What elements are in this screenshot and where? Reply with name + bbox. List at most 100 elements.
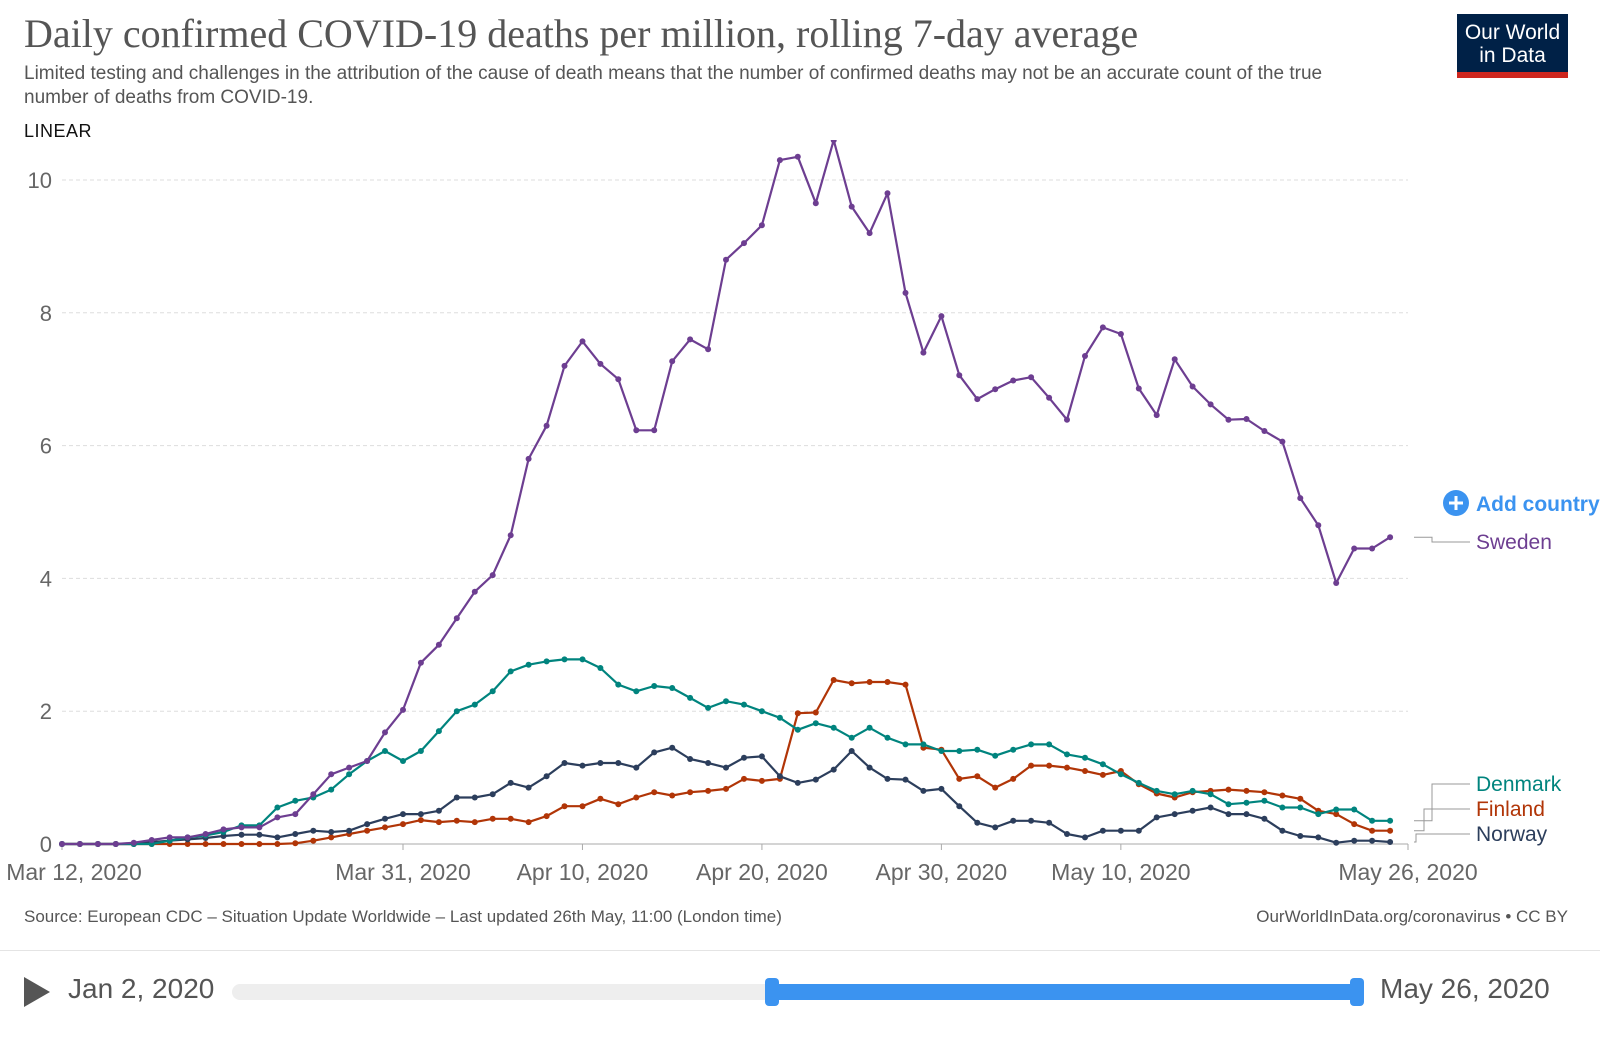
data-point[interactable]	[669, 358, 676, 365]
data-point[interactable]	[1297, 833, 1304, 839]
data-point[interactable]	[489, 815, 496, 822]
data-point[interactable]	[1171, 791, 1178, 798]
data-point[interactable]	[543, 773, 550, 780]
data-point[interactable]	[1207, 401, 1214, 408]
data-point[interactable]	[687, 336, 694, 343]
data-point[interactable]	[417, 811, 424, 818]
data-point[interactable]	[1297, 495, 1304, 502]
data-point[interactable]	[1279, 804, 1286, 811]
timeline-start-handle[interactable]	[765, 978, 779, 1006]
data-point[interactable]	[1369, 545, 1376, 552]
data-point[interactable]	[1099, 827, 1106, 834]
data-point[interactable]	[974, 396, 981, 403]
data-point[interactable]	[1369, 837, 1376, 844]
data-point[interactable]	[1261, 815, 1268, 822]
data-point[interactable]	[525, 784, 532, 791]
data-point[interactable]	[956, 775, 963, 782]
data-point[interactable]	[776, 773, 783, 780]
data-point[interactable]	[166, 834, 173, 841]
data-point[interactable]	[597, 760, 604, 766]
data-point[interactable]	[1064, 416, 1070, 423]
data-point[interactable]	[1064, 764, 1070, 771]
data-point[interactable]	[633, 427, 640, 434]
data-point[interactable]	[1010, 377, 1017, 384]
data-point[interactable]	[1082, 768, 1088, 774]
data-point[interactable]	[292, 831, 299, 837]
timeline-selected-range[interactable]	[772, 984, 1358, 1000]
data-point[interactable]	[938, 313, 945, 320]
data-point[interactable]	[1225, 786, 1232, 793]
data-point[interactable]	[812, 709, 819, 716]
series-label-finland[interactable]: Finland	[1476, 798, 1545, 821]
data-point[interactable]	[507, 668, 514, 675]
data-point[interactable]	[256, 841, 263, 847]
data-point[interactable]	[938, 785, 945, 792]
data-point[interactable]	[130, 839, 137, 846]
data-point[interactable]	[974, 819, 981, 826]
data-point[interactable]	[94, 841, 101, 847]
data-point[interactable]	[633, 794, 640, 801]
data-point[interactable]	[292, 811, 299, 818]
data-point[interactable]	[202, 831, 209, 837]
data-point[interactable]	[364, 827, 371, 834]
data-point[interactable]	[543, 658, 550, 665]
data-point[interactable]	[310, 791, 317, 798]
data-point[interactable]	[543, 813, 550, 820]
data-point[interactable]	[274, 834, 281, 841]
data-point[interactable]	[651, 749, 658, 756]
data-point[interactable]	[202, 841, 209, 847]
data-point[interactable]	[741, 754, 747, 761]
data-point[interactable]	[758, 222, 765, 229]
data-point[interactable]	[1153, 787, 1160, 794]
data-point[interactable]	[148, 837, 155, 843]
data-point[interactable]	[1010, 775, 1017, 782]
series-line[interactable]	[62, 678, 1391, 846]
series-label-sweden[interactable]: Sweden	[1476, 531, 1552, 554]
data-point[interactable]	[597, 795, 604, 802]
data-point[interactable]	[471, 701, 478, 708]
data-point[interactable]	[382, 815, 388, 822]
data-point[interactable]	[1064, 751, 1070, 758]
data-point[interactable]	[1099, 324, 1106, 331]
data-point[interactable]	[489, 791, 496, 798]
data-point[interactable]	[238, 841, 245, 847]
data-point[interactable]	[956, 803, 963, 810]
data-point[interactable]	[615, 801, 622, 808]
data-point[interactable]	[651, 427, 658, 434]
data-point[interactable]	[741, 240, 747, 247]
data-point[interactable]	[1028, 374, 1035, 381]
data-point[interactable]	[435, 641, 442, 648]
scale-toggle-button[interactable]: LINEAR	[24, 121, 93, 141]
data-point[interactable]	[1189, 383, 1196, 390]
data-point[interactable]	[992, 824, 999, 831]
data-point[interactable]	[741, 701, 747, 708]
data-point[interactable]	[1117, 331, 1124, 337]
data-point[interactable]	[561, 760, 568, 766]
data-point[interactable]	[723, 256, 729, 263]
data-point[interactable]	[597, 360, 604, 367]
data-point[interactable]	[723, 764, 729, 771]
data-point[interactable]	[579, 656, 586, 663]
play-icon[interactable]	[24, 977, 50, 1007]
data-point[interactable]	[1082, 834, 1088, 841]
data-point[interactable]	[274, 804, 281, 811]
data-point[interactable]	[794, 726, 801, 733]
data-point[interactable]	[453, 794, 460, 801]
data-point[interactable]	[310, 827, 317, 834]
data-point[interactable]	[400, 706, 406, 713]
series-line[interactable]	[62, 140, 1391, 846]
data-point[interactable]	[920, 741, 927, 748]
data-point[interactable]	[1279, 792, 1286, 799]
data-point[interactable]	[687, 694, 694, 701]
data-point[interactable]	[328, 771, 335, 778]
data-point[interactable]	[1135, 385, 1142, 392]
data-point[interactable]	[274, 814, 281, 821]
data-point[interactable]	[884, 734, 891, 741]
data-point[interactable]	[382, 748, 388, 754]
data-point[interactable]	[1315, 811, 1322, 818]
data-point[interactable]	[669, 685, 676, 691]
data-point[interactable]	[1028, 817, 1035, 824]
data-point[interactable]	[830, 724, 837, 731]
data-point[interactable]	[812, 720, 819, 727]
data-point[interactable]	[651, 683, 658, 689]
